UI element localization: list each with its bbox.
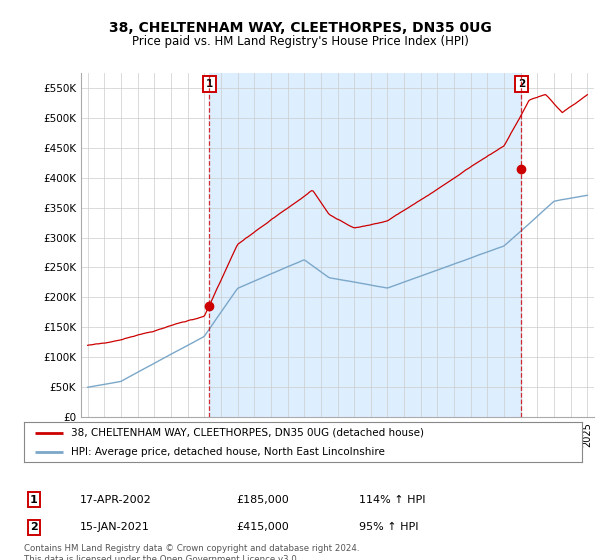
Text: £415,000: £415,000: [236, 522, 289, 533]
Text: Contains HM Land Registry data © Crown copyright and database right 2024.
This d: Contains HM Land Registry data © Crown c…: [24, 544, 359, 560]
Bar: [209, 73, 521, 417]
Text: HPI: Average price, detached house, North East Lincolnshire: HPI: Average price, detached house, Nort…: [71, 447, 385, 457]
Text: 114% ↑ HPI: 114% ↑ HPI: [359, 494, 425, 505]
Text: £185,000: £185,000: [236, 494, 289, 505]
Text: 38, CHELTENHAM WAY, CLEETHORPES, DN35 0UG: 38, CHELTENHAM WAY, CLEETHORPES, DN35 0U…: [109, 21, 491, 35]
Text: 1: 1: [30, 494, 38, 505]
Text: 17-APR-2002: 17-APR-2002: [80, 494, 152, 505]
Text: 15-JAN-2021: 15-JAN-2021: [80, 522, 149, 533]
Text: 38, CHELTENHAM WAY, CLEETHORPES, DN35 0UG (detached house): 38, CHELTENHAM WAY, CLEETHORPES, DN35 0U…: [71, 428, 424, 437]
Text: 1: 1: [206, 79, 213, 89]
Text: 95% ↑ HPI: 95% ↑ HPI: [359, 522, 418, 533]
Text: Price paid vs. HM Land Registry's House Price Index (HPI): Price paid vs. HM Land Registry's House …: [131, 35, 469, 48]
Text: 2: 2: [30, 522, 38, 533]
Text: 2: 2: [518, 79, 525, 89]
